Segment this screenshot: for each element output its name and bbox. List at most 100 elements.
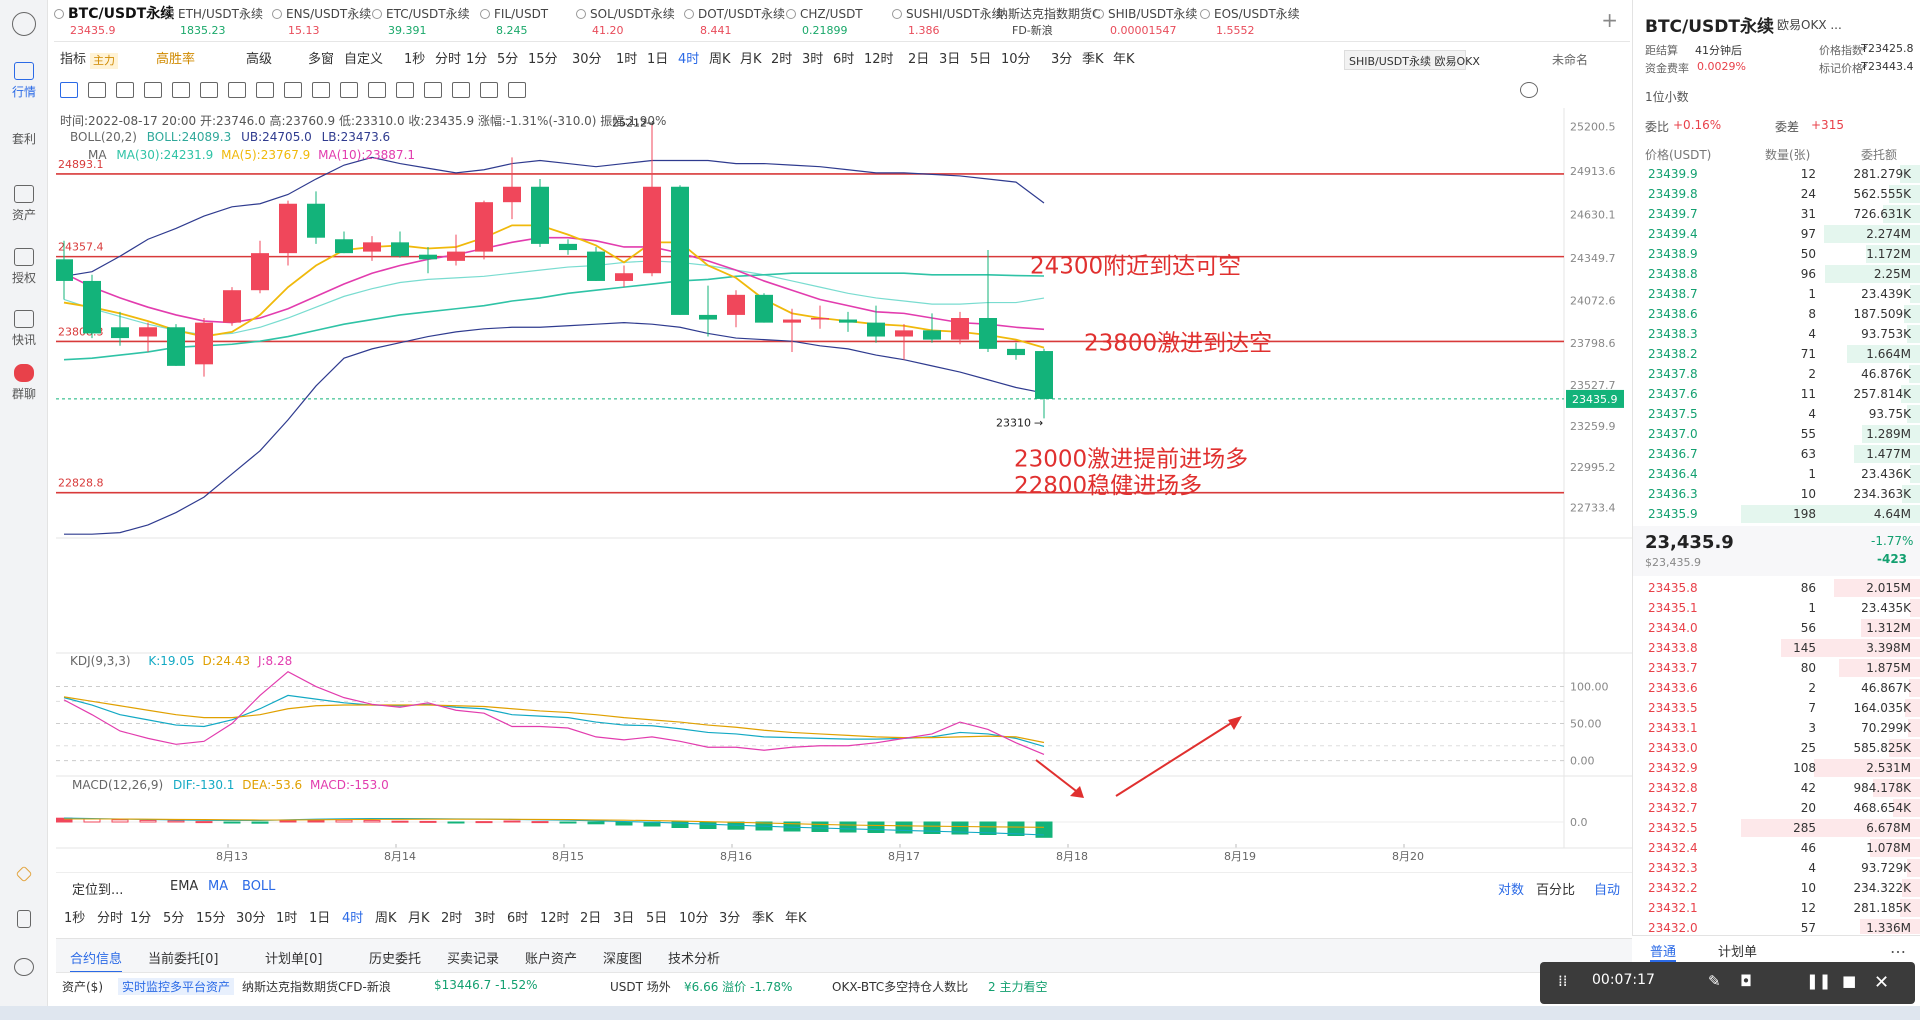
ask-row[interactable]: 23439.9 12 281.279K bbox=[1633, 164, 1920, 184]
interval-3[interactable]: 5分 bbox=[497, 52, 519, 67]
ask-row[interactable]: 23438.2 71 1.664M bbox=[1633, 344, 1920, 364]
toolbar-indicator-button[interactable]: 指标 bbox=[60, 52, 87, 67]
interval-18[interactable]: 10分 bbox=[1001, 52, 1031, 67]
boll-toggle[interactable]: BOLL bbox=[242, 879, 276, 894]
bottom-interval-9[interactable]: 周K bbox=[375, 911, 397, 926]
tab-normal[interactable]: 普通 bbox=[1650, 941, 1677, 962]
symbol-tab-7[interactable]: CHZ/USDT 0.21899 bbox=[786, 6, 863, 40]
unnamed-layout[interactable]: 未命名 bbox=[1552, 53, 1589, 67]
bottom-interval-18[interactable]: 10分 bbox=[679, 911, 709, 926]
interval-7[interactable]: 1日 bbox=[647, 52, 669, 67]
symbol-tab-5[interactable]: SOL/USDT永续 41.20 bbox=[576, 6, 675, 40]
interval-5[interactable]: 30分 bbox=[572, 52, 602, 67]
nav-market[interactable]: 行情 bbox=[0, 62, 48, 100]
nav-vip[interactable] bbox=[0, 865, 48, 883]
bottom-interval-20[interactable]: 季K bbox=[752, 911, 774, 926]
interval-16[interactable]: 3日 bbox=[939, 52, 961, 67]
bid-row[interactable]: 23435.8 86 2.015M bbox=[1633, 578, 1920, 598]
bid-row[interactable]: 23432.1 12 281.185K bbox=[1633, 898, 1920, 918]
bottom-interval-1[interactable]: 分时 bbox=[97, 911, 124, 926]
nav-news[interactable]: 快讯 bbox=[0, 310, 48, 348]
bid-row[interactable]: 23433.6 2 46.867K bbox=[1633, 678, 1920, 698]
ruler-icon[interactable] bbox=[88, 82, 106, 98]
bid-row[interactable]: 23432.0 57 1.336M bbox=[1633, 918, 1920, 934]
drag-icon[interactable]: ⁞⁞ bbox=[1558, 972, 1568, 990]
lock-icon[interactable] bbox=[424, 82, 442, 98]
ask-row[interactable]: 23438.8 96 2.25M bbox=[1633, 264, 1920, 284]
symbol-tab-11[interactable]: EOS/USDT永续 1.5552 bbox=[1200, 6, 1300, 40]
nav-chat[interactable]: 群聊 bbox=[0, 364, 48, 402]
bid-row[interactable]: 23433.1 3 70.299K bbox=[1633, 718, 1920, 738]
line-icon[interactable] bbox=[116, 82, 134, 98]
ask-row[interactable]: 23439.7 31 726.631K bbox=[1633, 204, 1920, 224]
bid-row[interactable]: 23432.4 46 1.078M bbox=[1633, 838, 1920, 858]
interval-2[interactable]: 1分 bbox=[466, 52, 488, 67]
bottom-interval-14[interactable]: 12时 bbox=[540, 911, 570, 926]
bottom-interval-17[interactable]: 5日 bbox=[646, 911, 668, 926]
symbol-tab-3[interactable]: ETC/USDT永续 39.391 bbox=[372, 6, 470, 40]
ask-row[interactable]: 23437.0 55 1.289M bbox=[1633, 424, 1920, 444]
account-tab-5[interactable]: 账户资产 bbox=[525, 952, 578, 967]
account-tab-4[interactable]: 买卖记录 bbox=[447, 952, 500, 967]
bottom-interval-3[interactable]: 5分 bbox=[163, 911, 185, 926]
wave-icon[interactable] bbox=[200, 82, 218, 98]
toolbar-high-win-button[interactable]: 高胜率 bbox=[156, 52, 196, 67]
nav-assets[interactable]: 资产 bbox=[0, 185, 48, 223]
nav-phone[interactable] bbox=[0, 910, 48, 931]
add-tab-button[interactable]: + bbox=[1601, 8, 1618, 32]
measure-icon[interactable] bbox=[396, 82, 414, 98]
crosshair-icon[interactable] bbox=[60, 82, 78, 98]
bid-row[interactable]: 23433.5 7 164.035K bbox=[1633, 698, 1920, 718]
ask-row[interactable]: 23437.5 4 93.75K bbox=[1633, 404, 1920, 424]
toolbar-custom-interval-button[interactable]: 自定义 bbox=[344, 52, 384, 67]
interval-6[interactable]: 1时 bbox=[616, 52, 638, 67]
bottom-interval-6[interactable]: 1时 bbox=[276, 911, 298, 926]
bid-row[interactable]: 23433.8 145 3.398M bbox=[1633, 638, 1920, 658]
interval-8[interactable]: 4时 bbox=[678, 52, 700, 67]
brush-icon[interactable] bbox=[340, 82, 358, 98]
bid-row[interactable]: 23432.8 42 984.178K bbox=[1633, 778, 1920, 798]
bottom-interval-4[interactable]: 15分 bbox=[196, 911, 226, 926]
bottom-interval-8[interactable]: 4时 bbox=[342, 911, 364, 926]
duplicate-icon[interactable] bbox=[452, 82, 470, 98]
fib-icon[interactable] bbox=[284, 82, 302, 98]
bottom-interval-19[interactable]: 3分 bbox=[719, 911, 741, 926]
rectangle-icon[interactable] bbox=[144, 82, 162, 98]
interval-15[interactable]: 2日 bbox=[908, 52, 930, 67]
ask-row[interactable]: 23439.4 97 2.274M bbox=[1633, 224, 1920, 244]
nav-settings[interactable] bbox=[0, 958, 48, 979]
text-icon[interactable] bbox=[256, 82, 274, 98]
symbol-tab-8[interactable]: SUSHI/USDT永续 1.386 bbox=[892, 6, 1004, 40]
ask-row[interactable]: 23435.9 198 4.64M bbox=[1633, 504, 1920, 524]
bottom-interval-12[interactable]: 3时 bbox=[474, 911, 496, 926]
log-scale-button[interactable]: 对数 bbox=[1498, 883, 1525, 898]
bid-row[interactable]: 23433.0 25 585.825K bbox=[1633, 738, 1920, 758]
stop-icon[interactable]: ■ bbox=[1842, 972, 1857, 990]
pen-icon[interactable] bbox=[368, 82, 386, 98]
chart-canvas[interactable]: 25200.5 24913.6 24630.1 24349.7 24072.6 23798… bbox=[56, 108, 1632, 868]
bid-row[interactable]: 23432.5 285 6.678M bbox=[1633, 818, 1920, 838]
tab-plan[interactable]: 计划单 bbox=[1718, 945, 1758, 960]
interval-11[interactable]: 2时 bbox=[771, 52, 793, 67]
close-icon[interactable]: ✕ bbox=[1874, 972, 1890, 993]
account-tab-7[interactable]: 技术分析 bbox=[668, 952, 721, 967]
trash-icon[interactable] bbox=[508, 82, 526, 98]
bottom-interval-15[interactable]: 2日 bbox=[580, 911, 602, 926]
chart-area[interactable]: 25200.5 24913.6 24630.1 24349.7 24072.6 23798… bbox=[56, 108, 1632, 868]
bid-row[interactable]: 23433.7 80 1.875M bbox=[1633, 658, 1920, 678]
ask-row[interactable]: 23437.6 11 257.814K bbox=[1633, 384, 1920, 404]
toolbar-main-badge[interactable]: 主力 bbox=[90, 53, 118, 69]
ask-row[interactable]: 23438.7 1 23.439K bbox=[1633, 284, 1920, 304]
account-tab-2[interactable]: 计划单[0] bbox=[265, 952, 323, 967]
account-tab-3[interactable]: 历史委托 bbox=[369, 952, 422, 967]
toolbar-multi-window-button[interactable]: 多窗 bbox=[308, 52, 335, 67]
ask-row[interactable]: 23438.3 4 93.753K bbox=[1633, 324, 1920, 344]
pattern-icon[interactable] bbox=[312, 82, 330, 98]
add-icon[interactable] bbox=[228, 82, 246, 98]
bottom-interval-13[interactable]: 6时 bbox=[507, 911, 529, 926]
more-icon[interactable]: … bbox=[1890, 938, 1906, 957]
nav-auth[interactable]: 授权 bbox=[0, 248, 48, 286]
ask-row[interactable]: 23436.3 10 234.363K bbox=[1633, 484, 1920, 504]
bottom-interval-5[interactable]: 30分 bbox=[236, 911, 266, 926]
interval-12[interactable]: 3时 bbox=[802, 52, 824, 67]
